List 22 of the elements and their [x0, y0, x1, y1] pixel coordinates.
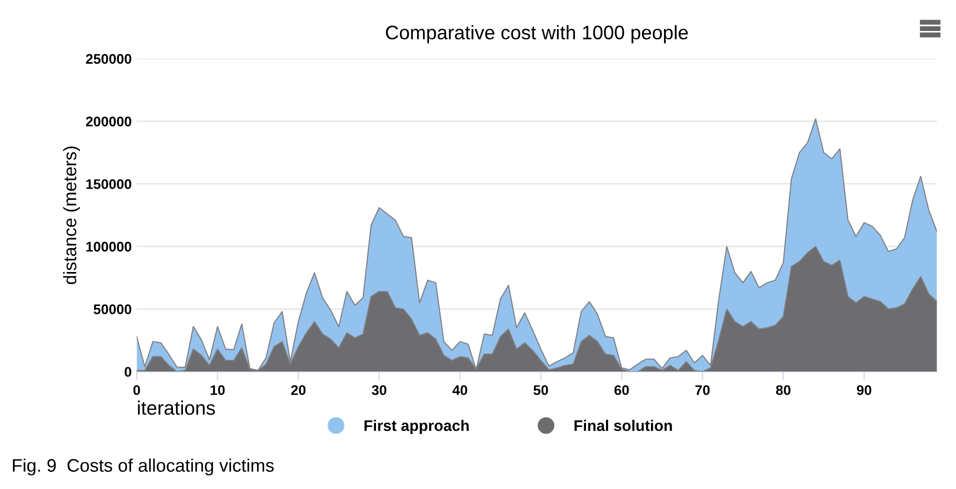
x-tick-label: 30 [372, 385, 386, 396]
y-tick-label: 200000 [86, 116, 132, 126]
y-axis-title: distance (meters) [63, 146, 80, 284]
x-tick-label: 70 [695, 385, 710, 396]
y-tick-label: 50000 [94, 304, 132, 314]
y-tick-label: 250000 [86, 54, 132, 64]
x-tick-label: 20 [291, 385, 306, 396]
x-tick-label: 40 [452, 385, 468, 396]
x-tick-label: 0 [133, 385, 140, 396]
x-axis-title: iterations [138, 400, 215, 415]
caption: Fig. 9 Costs of allocating victims [12, 458, 274, 476]
y-tick-label: 100000 [86, 242, 132, 252]
y-tick-label: 0 [124, 366, 132, 377]
x-tick-label: 50 [534, 385, 548, 396]
x-tick-label: 60 [614, 385, 629, 396]
legend-label: First approach [364, 420, 469, 434]
x-tick-label: 90 [856, 385, 872, 396]
chart-title: Comparative cost with 1000 people [386, 25, 688, 44]
legend-label: Final solution [574, 420, 672, 432]
y-tick-label: 150000 [86, 179, 132, 190]
x-tick-label: 80 [776, 385, 790, 396]
x-tick-label: 10 [210, 385, 225, 396]
